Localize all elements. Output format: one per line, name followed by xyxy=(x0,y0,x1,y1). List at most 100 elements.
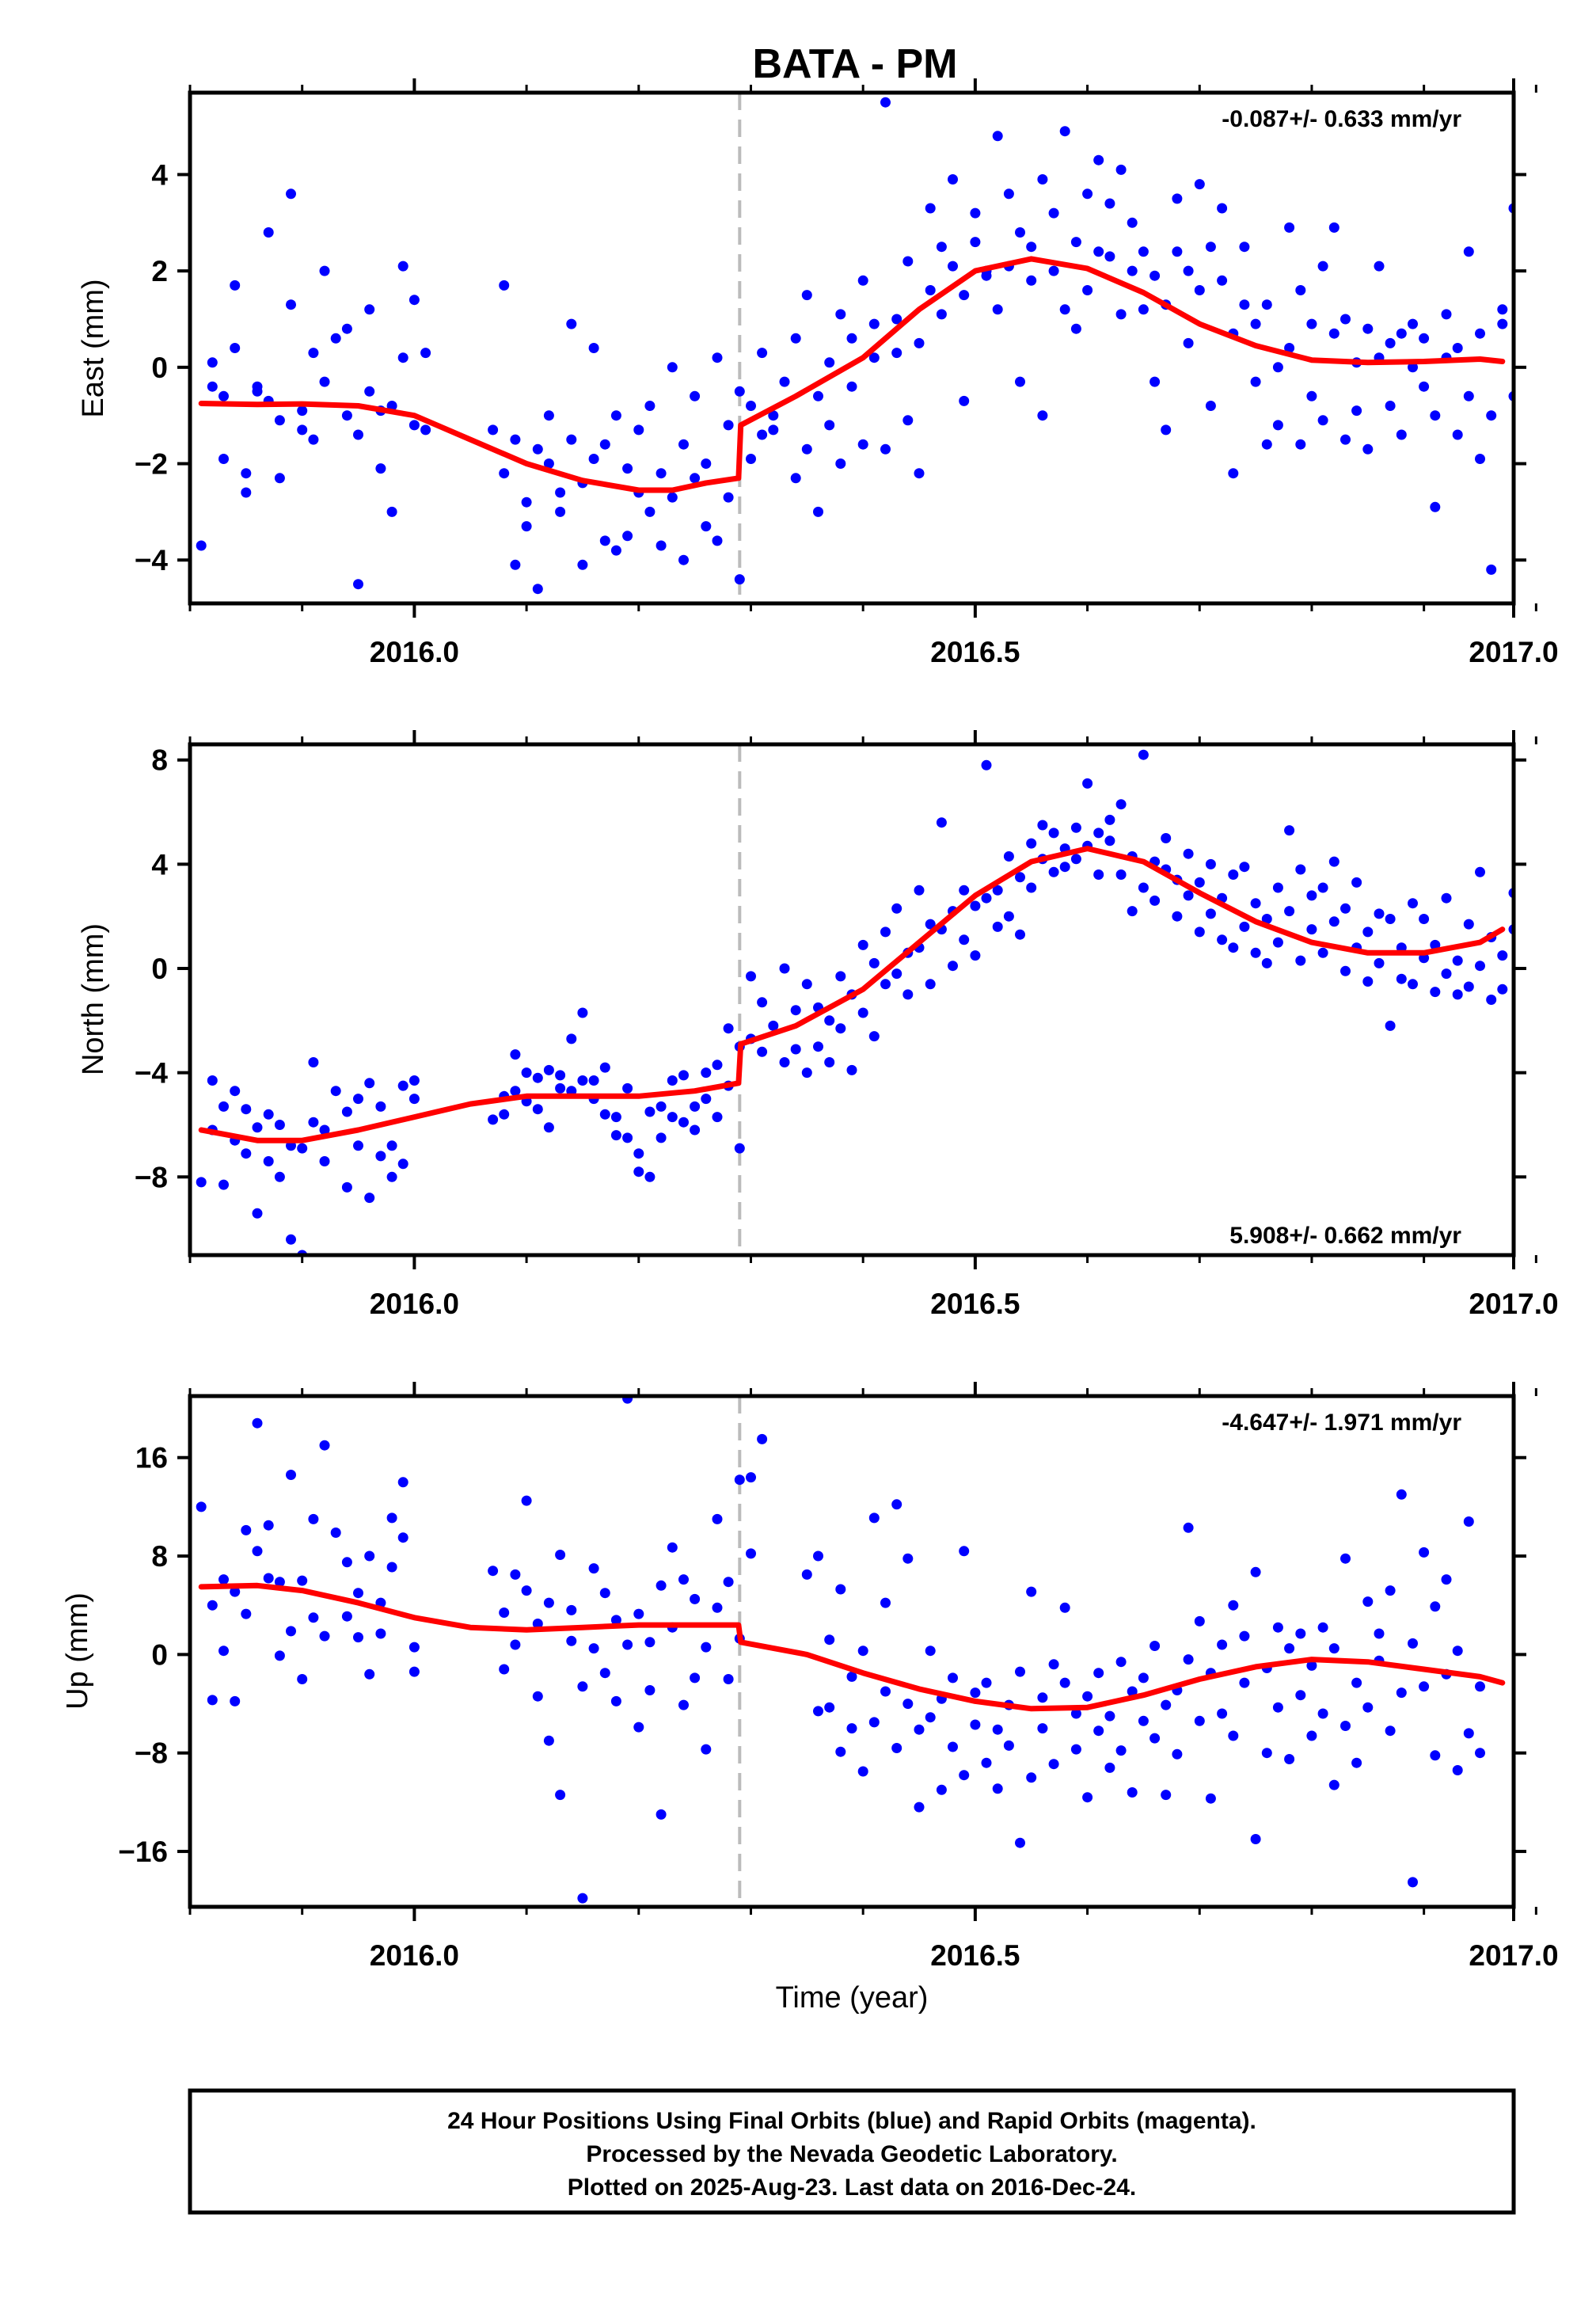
east-ytick-label: 4 xyxy=(151,158,168,191)
east-data-point xyxy=(690,390,701,401)
up-data-point xyxy=(925,1646,936,1657)
up-plot-area xyxy=(196,1396,1506,1907)
up-ticks: −16 −8 0 8 16 2016.0 2016.5 2017.0 xyxy=(118,1382,1559,1972)
north-data-point xyxy=(1115,869,1127,880)
north-data-point xyxy=(1284,825,1295,836)
north-data-point xyxy=(633,1166,644,1178)
east-data-point xyxy=(1486,564,1497,575)
east-data-point xyxy=(633,424,644,436)
up-data-point xyxy=(992,1783,1003,1794)
up-data-point xyxy=(353,1632,363,1643)
north-data-point xyxy=(364,1078,375,1089)
up-data-point xyxy=(499,1664,510,1675)
up-data-point xyxy=(1475,1681,1485,1692)
east-data-point xyxy=(1183,265,1194,276)
up-data-point xyxy=(723,1674,734,1684)
north-data-point xyxy=(510,1049,521,1060)
north-data-point xyxy=(1272,882,1283,893)
east-data-point xyxy=(701,458,712,469)
east-data-point xyxy=(1183,337,1194,348)
up-ytick-label: 8 xyxy=(151,1540,168,1573)
north-data-point xyxy=(588,1075,599,1086)
north-data-point xyxy=(768,1020,779,1031)
east-data-point xyxy=(1441,309,1452,320)
up-data-point xyxy=(1115,1745,1127,1756)
north-data-point xyxy=(610,1130,621,1141)
north-data-point xyxy=(1328,856,1340,867)
up-data-point xyxy=(1115,1657,1127,1668)
east-data-point xyxy=(599,535,610,546)
east-data-point xyxy=(610,545,621,556)
north-data-point xyxy=(981,759,992,770)
north-data-point xyxy=(1194,926,1205,938)
up-data-point xyxy=(263,1520,274,1531)
north-data-point xyxy=(757,1046,768,1057)
east-data-point xyxy=(499,280,510,291)
up-data-point xyxy=(1362,1702,1374,1713)
east-rate: -0.087+/- 0.633 mm/yr xyxy=(1222,106,1461,132)
east-data-point xyxy=(196,540,207,551)
up-data-point xyxy=(1295,1690,1306,1701)
east-frame xyxy=(188,90,1516,606)
east-data-point xyxy=(1150,376,1161,387)
up-data-point xyxy=(1217,1708,1228,1719)
east-ylabel: East (mm) xyxy=(77,279,110,417)
up-data-point xyxy=(1430,1601,1441,1612)
north-data-point xyxy=(599,1109,610,1120)
up-ytick-label: 0 xyxy=(151,1638,168,1671)
east-data-point xyxy=(1059,126,1070,137)
east-data-point xyxy=(510,559,521,570)
east-data-point xyxy=(1093,154,1104,166)
up-data-point xyxy=(891,1499,902,1510)
north-data-point xyxy=(1161,833,1172,843)
up-data-point xyxy=(1250,1834,1261,1844)
north-data-point xyxy=(1284,906,1295,917)
north-ytick-label: −4 xyxy=(135,1057,169,1090)
east-data-point xyxy=(925,203,936,214)
north-data-point xyxy=(1217,934,1228,945)
up-data-point xyxy=(801,1569,812,1580)
up-data-point xyxy=(746,1472,756,1483)
north-data-point xyxy=(543,1064,554,1075)
north-data-point xyxy=(341,1106,352,1117)
up-data-point xyxy=(1104,1762,1115,1773)
east-data-point xyxy=(1138,246,1149,257)
up-data-point xyxy=(599,1588,610,1599)
east-data-point xyxy=(1104,198,1115,209)
up-data-point xyxy=(1396,1687,1407,1699)
east-data-point xyxy=(308,348,319,359)
east-data-point xyxy=(746,454,756,464)
north-data-point xyxy=(274,1120,285,1130)
north-data-point xyxy=(555,1070,566,1081)
east-data-point xyxy=(1239,242,1250,253)
north-data-point xyxy=(1475,961,1485,972)
up-ylabel: Up (mm) xyxy=(61,1592,94,1710)
east-data-point xyxy=(891,314,902,325)
north-data-point xyxy=(353,1094,363,1105)
east-data-point xyxy=(1003,188,1014,200)
north-data-point xyxy=(1239,921,1250,932)
up-data-point xyxy=(667,1542,678,1553)
east-data-point xyxy=(824,420,835,431)
up-data-point xyxy=(341,1611,352,1622)
north-data-point xyxy=(610,1112,621,1123)
east-data-point xyxy=(319,376,330,387)
up-data-point xyxy=(1408,1877,1418,1888)
north-data-point xyxy=(925,979,936,990)
north-data-point xyxy=(1093,869,1104,880)
up-data-point xyxy=(241,1524,252,1535)
up-data-point xyxy=(633,1722,644,1733)
north-data-point xyxy=(656,1132,667,1143)
east-model-curve xyxy=(198,256,1506,493)
north-data-point xyxy=(1172,911,1183,922)
up-data-point xyxy=(196,1501,207,1512)
north-data-point xyxy=(868,957,880,968)
up-data-point xyxy=(835,1584,846,1595)
north-data-point xyxy=(1194,877,1205,888)
north-data-point xyxy=(532,1104,543,1115)
east-data-point xyxy=(1115,164,1127,175)
north-data-point xyxy=(1003,851,1014,862)
up-data-point xyxy=(610,1615,621,1626)
east-data-point xyxy=(1475,328,1485,339)
up-data-point xyxy=(1048,1759,1059,1770)
